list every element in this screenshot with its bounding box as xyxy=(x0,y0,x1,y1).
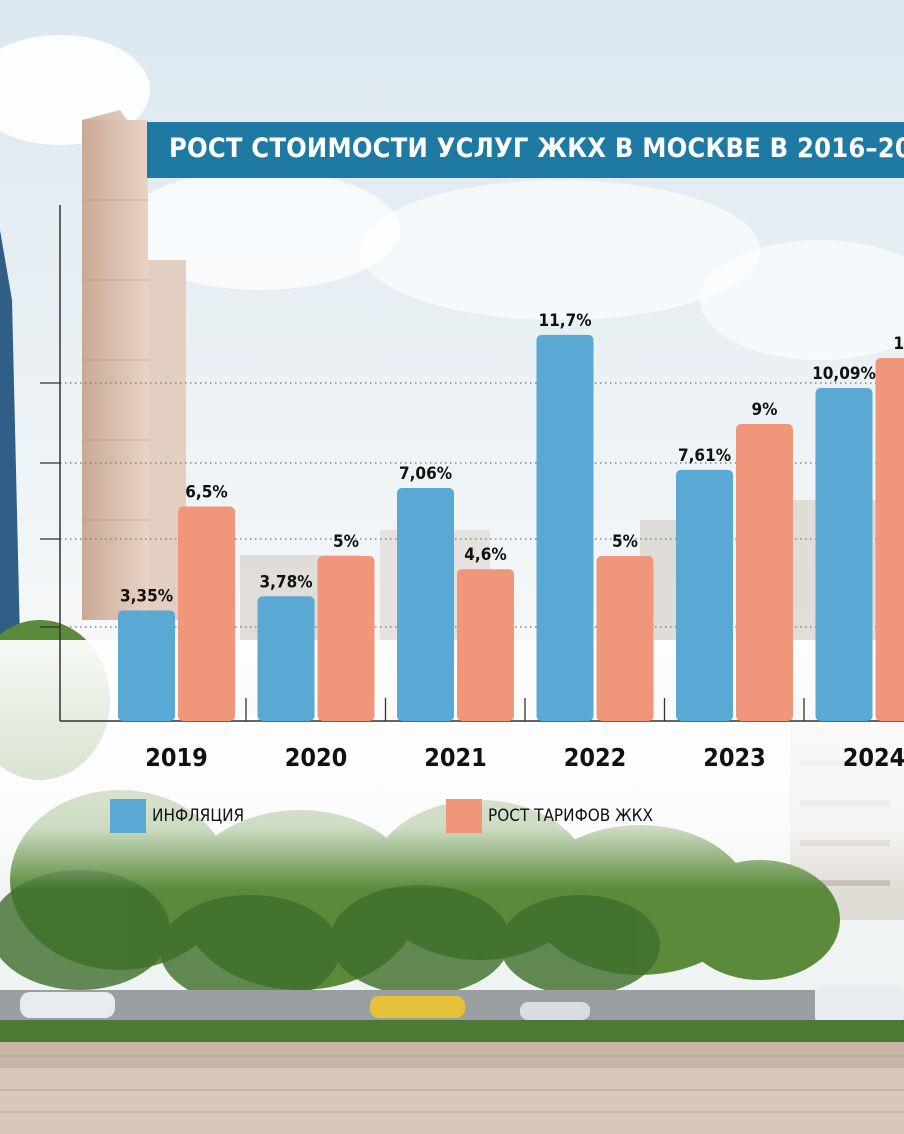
legend-swatch-inflation xyxy=(110,799,146,833)
bar-tariffs-2024 xyxy=(875,358,904,721)
data-label: 9% xyxy=(752,400,778,420)
x-tick-label: 2020 xyxy=(285,743,348,772)
data-label: 6,5% xyxy=(185,483,227,503)
x-tick-label: 2024 xyxy=(843,743,904,772)
x-tick-label: 2021 xyxy=(424,743,487,772)
bar-inflation-2023 xyxy=(676,469,733,721)
chart-title-text: РОСТ СТОИМОСТИ УСЛУГ ЖКХ В МОСКВЕ В 2016… xyxy=(169,133,904,164)
data-label: 5% xyxy=(612,532,638,552)
bar-tariffs-2022 xyxy=(596,556,654,721)
legend-inflation: ИНФЛЯЦИЯ xyxy=(110,799,244,833)
data-label: 3,78% xyxy=(259,572,312,592)
data-label: 11,7% xyxy=(538,311,591,331)
legend-tariffs: РОСТ ТАРИФОВ ЖКХ xyxy=(446,799,653,833)
chart-title: РОСТ СТОИМОСТИ УСЛУГ ЖКХ В МОСКВЕ В 2016… xyxy=(147,122,904,178)
bar-inflation-2024 xyxy=(815,388,873,721)
bar-tariffs-2019 xyxy=(178,506,235,721)
x-tick-label: 2019 xyxy=(145,743,208,772)
data-label: 10,09% xyxy=(812,364,876,384)
x-tick-label: 2022 xyxy=(564,743,627,772)
bar-chart: 3,35% 6,5% 2019 3,78% 5% 2020 7,06% 4,6% 2021 11,… xyxy=(40,205,904,772)
bar-tariffs-2023 xyxy=(736,424,793,721)
data-label: 5% xyxy=(333,532,359,552)
legend-label-inflation: ИНФЛЯЦИЯ xyxy=(152,806,245,826)
bar-tariffs-2021 xyxy=(457,569,514,721)
bar-tariffs-2020 xyxy=(317,556,375,721)
bar-inflation-2021 xyxy=(397,488,454,721)
data-label: 7,61% xyxy=(678,446,731,466)
data-label: 4,6% xyxy=(464,545,506,565)
legend-swatch-tariffs xyxy=(446,799,482,833)
bar-inflation-2019 xyxy=(118,610,175,721)
data-label: 3,35% xyxy=(120,586,173,606)
data-label: 11 xyxy=(893,334,904,354)
legend-label-tariffs: РОСТ ТАРИФОВ ЖКХ xyxy=(488,806,653,826)
bar-inflation-2020 xyxy=(257,596,315,721)
bar-inflation-2022 xyxy=(536,334,594,721)
x-tick-label: 2023 xyxy=(703,743,766,772)
data-label: 7,06% xyxy=(399,464,452,484)
